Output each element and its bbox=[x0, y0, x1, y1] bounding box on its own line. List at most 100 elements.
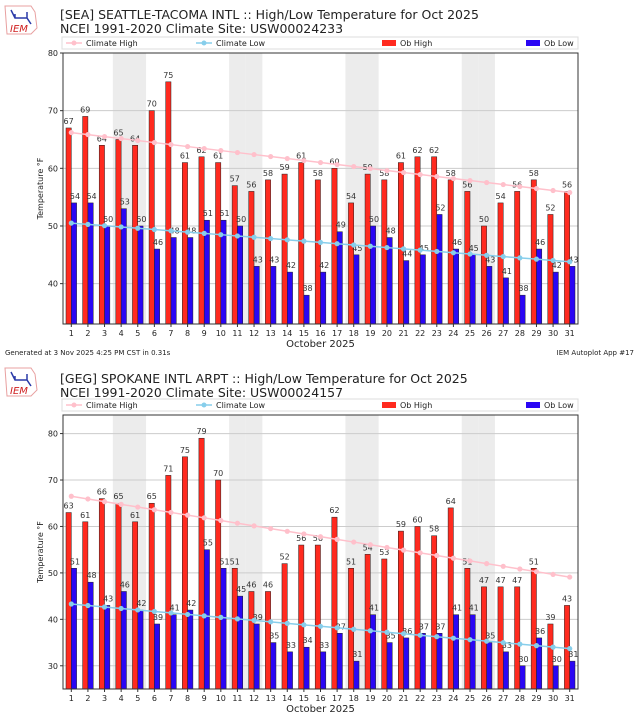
x-tick-label: 1 bbox=[69, 694, 74, 703]
ob-low-bar bbox=[436, 214, 443, 325]
climate-high-point bbox=[417, 171, 423, 178]
x-tick-label: 25 bbox=[465, 694, 475, 703]
climate-high-point bbox=[301, 531, 307, 537]
ob-low-label: 45 bbox=[352, 244, 362, 253]
ob-low-label: 33 bbox=[502, 641, 512, 650]
legend-climate-low-marker bbox=[201, 402, 207, 408]
ob-high-label: 59 bbox=[280, 163, 290, 172]
x-tick-label: 19 bbox=[365, 329, 375, 338]
ob-low-bar bbox=[154, 623, 160, 690]
ob-high-label: 43 bbox=[562, 594, 572, 603]
ob-high-label: 54 bbox=[346, 192, 356, 201]
ob-high-label: 54 bbox=[495, 192, 505, 201]
climate-low-point bbox=[234, 233, 241, 239]
ob-high-bar bbox=[464, 191, 471, 325]
ob-low-label: 50 bbox=[136, 215, 146, 224]
ob-low-bar bbox=[187, 237, 194, 325]
ob-low-label: 31 bbox=[568, 650, 578, 659]
x-tick-label: 19 bbox=[365, 694, 375, 703]
ob-low-label: 35 bbox=[386, 632, 396, 641]
network-icon bbox=[10, 371, 32, 387]
ob-high-label: 58 bbox=[263, 169, 273, 178]
ob-high-label: 58 bbox=[529, 169, 539, 178]
climate-high-point bbox=[101, 499, 108, 505]
ob-high-label: 47 bbox=[512, 576, 522, 585]
legend-ob-high-label: Ob High bbox=[400, 39, 432, 48]
climate-low-point bbox=[218, 232, 224, 238]
ob-high-label: 51 bbox=[529, 557, 539, 566]
ob-high-bar bbox=[98, 145, 105, 325]
x-tick-label: 22 bbox=[415, 694, 425, 703]
ob-low-label: 52 bbox=[435, 203, 445, 212]
climate-high-point bbox=[201, 145, 207, 152]
network-icon bbox=[10, 9, 32, 25]
ob-high-bar bbox=[364, 554, 371, 690]
ob-low-label: 51 bbox=[203, 209, 213, 218]
x-tick-label: 16 bbox=[315, 694, 325, 703]
x-tick-label: 25 bbox=[465, 329, 475, 338]
ob-low-label: 54 bbox=[86, 192, 96, 201]
ob-low-bar bbox=[320, 651, 327, 690]
climate-high-point bbox=[135, 504, 141, 510]
ob-high-label: 53 bbox=[379, 548, 389, 557]
ob-low-label: 36 bbox=[402, 627, 412, 636]
ob-low-bar bbox=[253, 623, 260, 690]
ob-high-label: 71 bbox=[163, 464, 173, 473]
y-tick-label: 70 bbox=[48, 476, 58, 485]
legend-ob-high-swatch bbox=[382, 40, 396, 46]
climate-low-point bbox=[184, 611, 191, 618]
x-tick-label: 30 bbox=[548, 694, 558, 703]
ob-low-bar bbox=[403, 637, 410, 690]
climate-low-point bbox=[118, 224, 124, 230]
ob-high-label: 56 bbox=[296, 534, 306, 543]
climate-low-point bbox=[234, 616, 241, 622]
ob-low-bar bbox=[353, 254, 360, 325]
legend-climate-high-label: Climate High bbox=[86, 401, 138, 410]
legend-climate-high-marker bbox=[71, 40, 77, 46]
climate-high-point bbox=[184, 143, 191, 150]
x-tick-label: 16 bbox=[315, 329, 325, 338]
climate-low-point bbox=[500, 640, 506, 646]
x-tick-label: 3 bbox=[102, 694, 107, 703]
ob-low-label: 34 bbox=[302, 636, 312, 645]
climate-low-point bbox=[268, 619, 274, 625]
legend-climate-high-marker bbox=[71, 402, 77, 408]
climate-high-point bbox=[151, 139, 157, 146]
x-tick-label: 10 bbox=[216, 694, 226, 703]
x-tick-label: 3 bbox=[102, 329, 107, 338]
ob-high-bar bbox=[148, 502, 155, 690]
ob-low-bar bbox=[237, 595, 244, 690]
x-tick-label: 1 bbox=[69, 329, 74, 338]
ob-high-label: 56 bbox=[562, 180, 572, 189]
ob-high-label: 39 bbox=[545, 613, 555, 622]
climate-low-point bbox=[450, 635, 457, 641]
climate-low-point bbox=[533, 643, 540, 649]
climate-high-point bbox=[334, 161, 340, 168]
x-tick-label: 2 bbox=[85, 694, 90, 703]
x-tick-label: 28 bbox=[515, 329, 525, 338]
ob-low-bar bbox=[104, 605, 111, 690]
climate-low-point bbox=[101, 604, 108, 610]
chart-subtitle: NCEI 1991-2020 Climate Site: USW00024233 bbox=[60, 21, 343, 36]
x-tick-label: 23 bbox=[432, 694, 442, 703]
ob-high-label: 56 bbox=[313, 534, 323, 543]
x-tick-label: 13 bbox=[266, 694, 276, 703]
ob-high-bar bbox=[182, 456, 188, 690]
ob-low-label: 30 bbox=[552, 655, 562, 664]
climate-low-point bbox=[484, 252, 490, 258]
ob-high-label: 61 bbox=[180, 152, 190, 161]
ob-low-bar bbox=[453, 248, 459, 325]
x-tick-label: 24 bbox=[448, 694, 458, 703]
x-tick-label: 31 bbox=[565, 694, 575, 703]
ob-high-bar bbox=[231, 185, 238, 325]
climate-low-point bbox=[400, 246, 407, 252]
ob-low-bar bbox=[502, 651, 509, 690]
ob-high-label: 56 bbox=[462, 180, 472, 189]
climate-high-point bbox=[517, 183, 523, 190]
ob-low-label: 45 bbox=[469, 244, 479, 253]
climate-low-point bbox=[301, 622, 307, 628]
ob-low-bar bbox=[87, 581, 94, 690]
climate-low-point bbox=[184, 229, 191, 235]
x-tick-label: 15 bbox=[299, 329, 309, 338]
climate-low-point bbox=[351, 626, 357, 632]
